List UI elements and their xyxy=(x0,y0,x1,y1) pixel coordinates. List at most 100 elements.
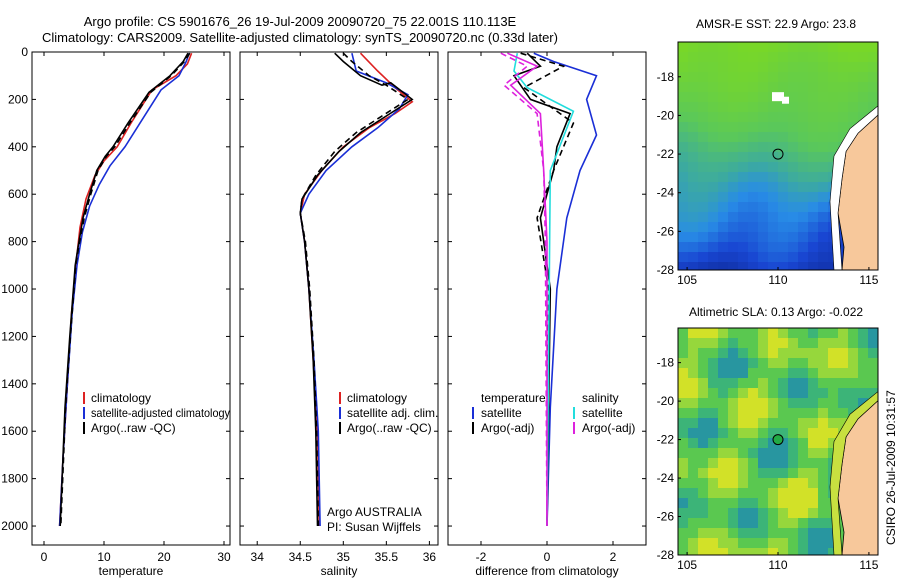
map-cell xyxy=(818,438,829,449)
map-cell xyxy=(688,222,699,233)
map-cell xyxy=(788,62,799,73)
map-cell xyxy=(778,448,789,459)
map-cell xyxy=(718,468,729,479)
map-cell xyxy=(738,488,749,499)
map-cell xyxy=(708,232,719,243)
missing-data-patch xyxy=(772,92,784,102)
map-cell xyxy=(818,182,829,193)
map-cell xyxy=(808,528,819,539)
map-cell xyxy=(728,222,739,233)
map-cell xyxy=(738,52,749,63)
map-cell xyxy=(768,448,779,459)
temperature-ticks: 0 10 20 30 0 200 400 600 800 1000 1200 1400 1600 1800… xyxy=(1,45,231,564)
map-cell xyxy=(778,72,789,83)
map-cell xyxy=(758,252,769,263)
map-cell xyxy=(798,548,809,556)
map-cell xyxy=(698,408,709,419)
salinity-xlabel: salinity xyxy=(321,564,358,578)
map-cell xyxy=(698,142,709,153)
map-cell xyxy=(838,388,849,399)
map-cell xyxy=(758,518,769,529)
map-cell xyxy=(748,102,759,113)
legend-header-salinity: salinity xyxy=(582,391,619,405)
map-cell xyxy=(718,52,729,63)
sst-map-image xyxy=(678,42,879,271)
map-cell xyxy=(798,458,809,469)
map-cell xyxy=(848,398,859,409)
map-cell xyxy=(748,232,759,243)
temperature-axes-frame xyxy=(31,51,231,546)
map-cell xyxy=(858,102,869,113)
map-cell xyxy=(718,328,729,339)
map-cell xyxy=(738,72,749,83)
map-cell xyxy=(778,538,789,549)
map-cell xyxy=(788,358,799,369)
map-cell xyxy=(718,152,729,163)
map-cell xyxy=(728,82,739,93)
map-cell xyxy=(758,448,769,459)
legend-label-satellite: satellite adj. clim. xyxy=(347,406,438,420)
map-cell xyxy=(768,112,779,123)
generation-stamp: CSIRO 26-Jul-2009 10:31:57 xyxy=(884,390,898,545)
map-cell xyxy=(698,202,709,213)
map-cell xyxy=(798,388,809,399)
map-cell xyxy=(738,518,749,529)
map-cell xyxy=(758,488,769,499)
map-cell xyxy=(788,192,799,203)
map-cell xyxy=(778,42,789,53)
map-cell xyxy=(808,338,819,349)
map-cell xyxy=(698,328,709,339)
map-cell xyxy=(678,92,689,103)
map-cell xyxy=(758,202,769,213)
map-cell xyxy=(698,192,709,203)
map-cell xyxy=(708,242,719,253)
map-cell xyxy=(698,508,709,519)
map-cell xyxy=(758,242,769,253)
map-cell xyxy=(718,448,729,459)
sst-map-ticks: 105 110 115 -18 -20 -22 -24 -26 -28 xyxy=(657,70,879,287)
series-argo-raw-qc-dashed xyxy=(299,52,410,527)
map-cell xyxy=(818,142,829,153)
map-cell xyxy=(758,82,769,93)
map-cell xyxy=(698,122,709,133)
map-cell xyxy=(838,398,849,409)
map-cell xyxy=(788,92,799,103)
xtick-label: 2 xyxy=(610,550,617,564)
map-cell xyxy=(698,232,709,243)
map-cell xyxy=(778,528,789,539)
map-cell xyxy=(718,398,729,409)
map-cell xyxy=(788,82,799,93)
map-cell xyxy=(698,468,709,479)
map-cell xyxy=(818,358,829,369)
sla-map-ticks: 105 110 115 -18 -20 -22 -24 -26 -28 xyxy=(657,356,879,572)
map-cell xyxy=(768,408,779,419)
map-cell xyxy=(748,242,759,253)
map-cell xyxy=(728,172,739,183)
map-cell xyxy=(828,122,839,133)
map-cell xyxy=(818,112,829,123)
map-cell xyxy=(688,468,699,479)
map-cell xyxy=(678,388,689,399)
difference-panel: -2 0 2 difference from climatology tempera… xyxy=(447,51,647,578)
map-cell xyxy=(818,388,829,399)
map-cell xyxy=(708,368,719,379)
map-cell xyxy=(708,448,719,459)
map-cell xyxy=(758,348,769,359)
map-cell xyxy=(858,368,869,379)
map-cell xyxy=(808,182,819,193)
map-cell xyxy=(688,378,699,389)
map-cell xyxy=(678,242,689,253)
map-cell xyxy=(788,528,799,539)
map-cell xyxy=(708,252,719,263)
map-cell xyxy=(708,262,719,271)
ytick-label: 200 xyxy=(8,92,28,106)
map-cell xyxy=(828,112,839,123)
map-cell xyxy=(708,388,719,399)
map-cell xyxy=(688,498,699,509)
map-cell xyxy=(798,242,809,253)
map-cell xyxy=(748,222,759,233)
map-cell xyxy=(868,72,879,83)
map-cell xyxy=(728,42,739,53)
map-cell xyxy=(768,518,779,529)
